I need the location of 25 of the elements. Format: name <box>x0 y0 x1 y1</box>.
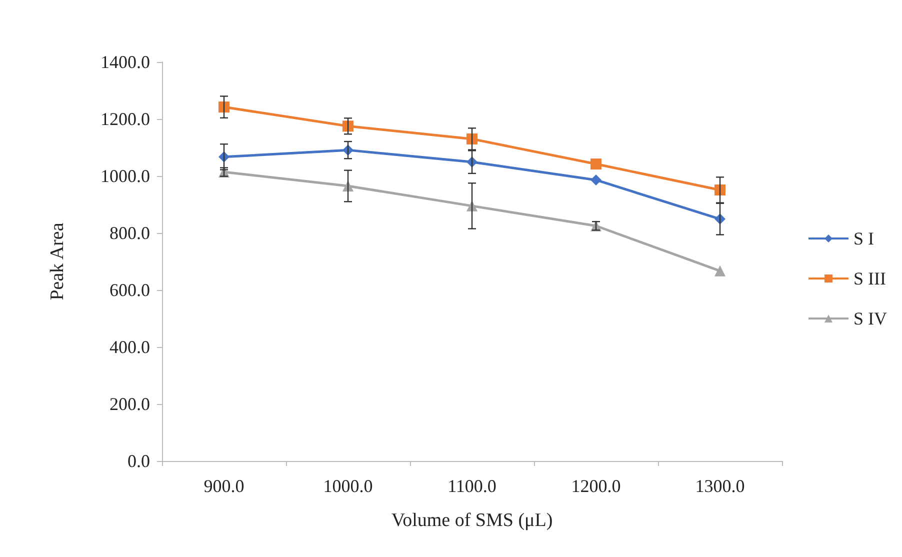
y-tick-label: 800.0 <box>110 223 150 243</box>
y-tick-label: 600.0 <box>110 280 150 300</box>
x-tick-label: 900.0 <box>204 476 244 496</box>
y-tick-label: 1000.0 <box>100 166 150 186</box>
y-tick-label: 1200.0 <box>100 109 150 129</box>
point <box>590 174 602 186</box>
legend-label: S I <box>853 228 874 248</box>
y-tick-label: 0.0 <box>128 451 150 471</box>
legend-label: S III <box>853 268 886 288</box>
point <box>714 265 726 276</box>
y-axis-title: Peak Area <box>47 222 68 300</box>
point <box>714 184 726 196</box>
x-tick-label: 1000.0 <box>323 476 373 496</box>
point <box>466 133 478 144</box>
point <box>342 120 354 132</box>
x-tick-label: 1300.0 <box>695 476 745 496</box>
y-tick-label: 400.0 <box>110 337 150 357</box>
y-tick-label: 200.0 <box>110 394 150 414</box>
x-axis-title: Volume of SMS (μL) <box>391 510 553 531</box>
x-tick-label: 1200.0 <box>571 476 621 496</box>
x-tick-label: 1100.0 <box>448 476 496 496</box>
point <box>590 158 602 170</box>
legend-label: S IV <box>853 308 888 328</box>
y-tick-label: 1400.0 <box>100 52 150 72</box>
point <box>218 102 230 113</box>
